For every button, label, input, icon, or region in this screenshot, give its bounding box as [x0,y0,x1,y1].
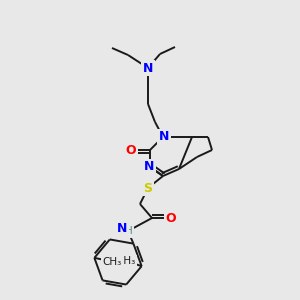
Text: S: S [143,182,152,194]
Text: O: O [166,212,176,224]
Text: O: O [126,143,136,157]
Text: N: N [117,223,127,236]
Text: CH₃: CH₃ [103,257,122,267]
Text: H: H [125,226,133,236]
Text: CH₃: CH₃ [116,256,135,266]
Text: N: N [159,130,169,143]
Text: N: N [144,160,154,173]
Text: N: N [143,61,153,74]
